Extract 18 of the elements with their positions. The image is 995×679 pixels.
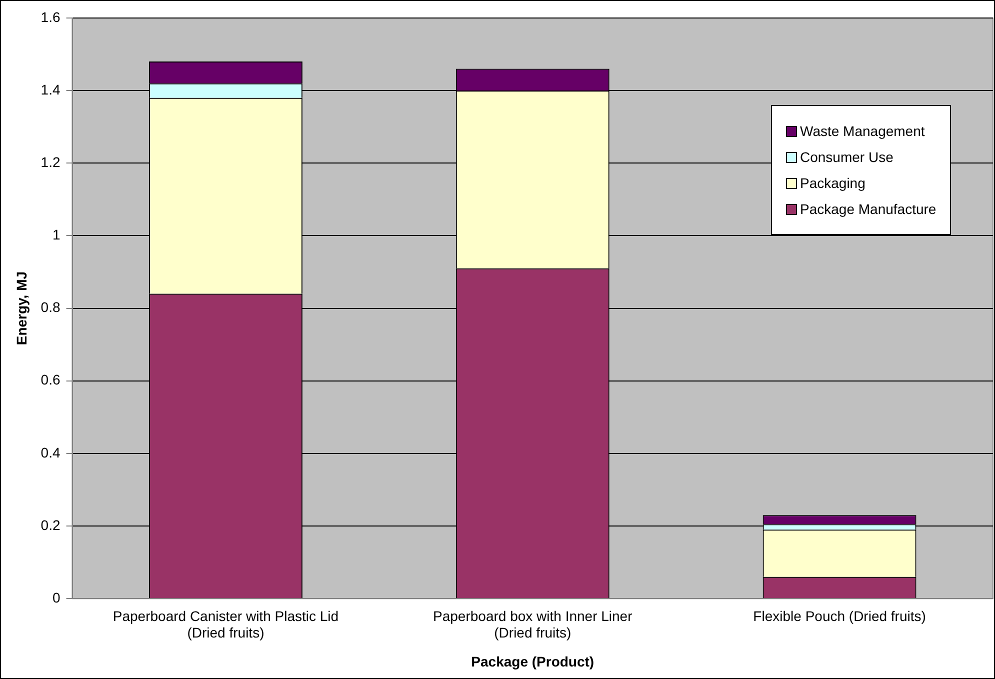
y-tick-label: 0.8	[40, 299, 60, 316]
legend-label: Packaging	[800, 175, 866, 191]
x-tick-label: Paperboard box with Inner Liner (Dried fruits)	[433, 608, 633, 641]
y-axis-title: Energy, MJ	[13, 271, 30, 346]
legend-label: Package Manufacture	[800, 201, 936, 217]
x-tick-label: Flexible Pouch (Dried fruits)	[753, 608, 926, 624]
y-tick-label: 0	[52, 589, 60, 606]
y-tick-label: 1.6	[40, 8, 60, 25]
y-tick-label: 1.2	[40, 154, 60, 170]
x-tick-label: Paperboard Canister with Plastic Lid (Dried fruits)	[112, 608, 339, 641]
legend-label: Consumer Use	[800, 149, 894, 165]
x-axis-title: Package (Product)	[471, 653, 594, 670]
y-tick-label: 1.4	[40, 81, 60, 98]
y-tick-label: 0.2	[40, 516, 60, 533]
y-tick-label: 0.6	[40, 372, 60, 388]
y-tick-label: 0.4	[40, 444, 60, 460]
y-tick-label: 1	[52, 226, 60, 243]
legend-label: Waste Management	[800, 123, 925, 139]
